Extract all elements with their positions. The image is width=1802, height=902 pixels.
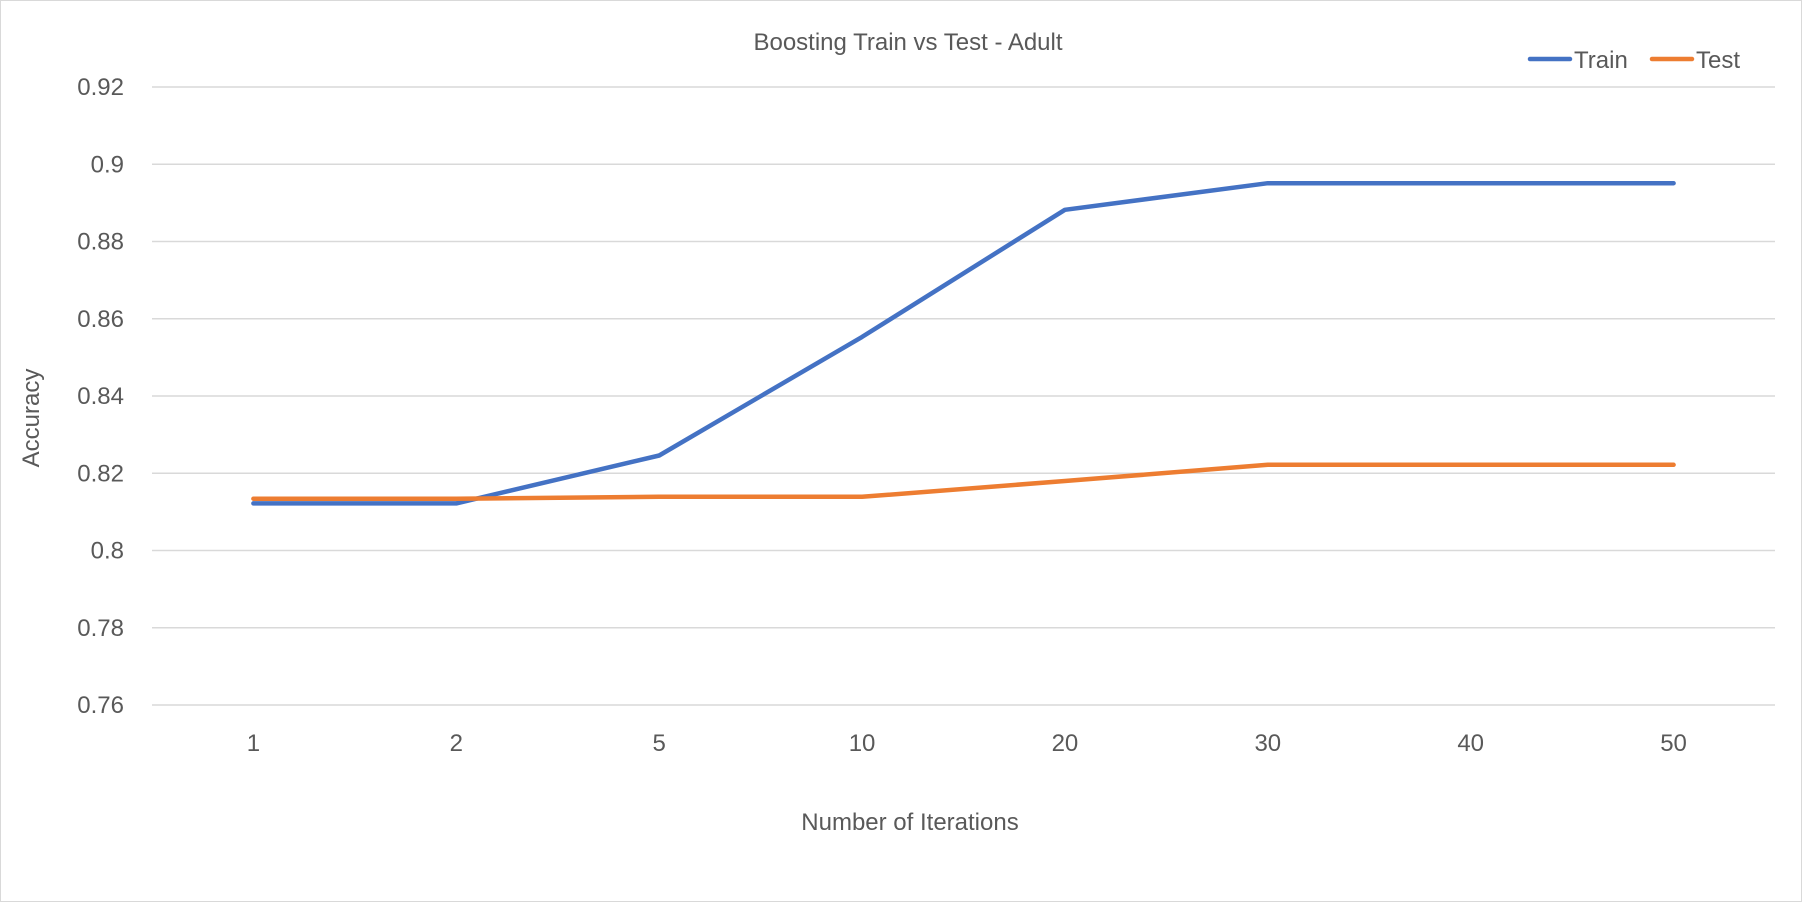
x-tick-label: 50: [1660, 730, 1687, 757]
x-axis-ticks: 1 2 5 10 20 30 40 50: [247, 730, 1687, 757]
y-tick-label: 0.8: [91, 538, 124, 565]
x-tick-label: 2: [450, 730, 463, 757]
x-tick-label: 30: [1254, 730, 1281, 757]
x-tick-label: 1: [247, 730, 260, 757]
legend-label-test: Test: [1696, 47, 1740, 74]
x-tick-label: 20: [1052, 730, 1079, 757]
y-tick-label: 0.9: [91, 151, 124, 178]
y-tick-label: 0.78: [77, 615, 124, 642]
y-tick-label: 0.76: [77, 692, 124, 719]
series-lines: [251, 180, 1676, 506]
x-tick-label: 5: [653, 730, 666, 757]
y-tick-label: 0.88: [77, 229, 124, 256]
series-line-train: [251, 180, 1676, 506]
legend-label-train: Train: [1574, 47, 1628, 74]
chart-title: Boosting Train vs Test - Adult: [753, 29, 1062, 56]
y-tick-label: 0.84: [77, 383, 124, 410]
y-tick-label: 0.82: [77, 460, 124, 487]
y-tick-label: 0.92: [77, 74, 124, 101]
x-tick-label: 10: [849, 730, 876, 757]
y-axis-ticks: 0.76 0.78 0.8 0.82 0.84 0.86 0.88 0.9 0.92: [77, 74, 124, 719]
y-tick-label: 0.86: [77, 306, 124, 333]
gridlines: [152, 86, 1775, 706]
y-axis-title: Accuracy: [18, 369, 45, 468]
x-axis-title: Number of Iterations: [801, 809, 1018, 836]
legend: Train Test: [1527, 47, 1740, 74]
series-line-test: [251, 462, 1676, 501]
x-tick-label: 40: [1457, 730, 1484, 757]
